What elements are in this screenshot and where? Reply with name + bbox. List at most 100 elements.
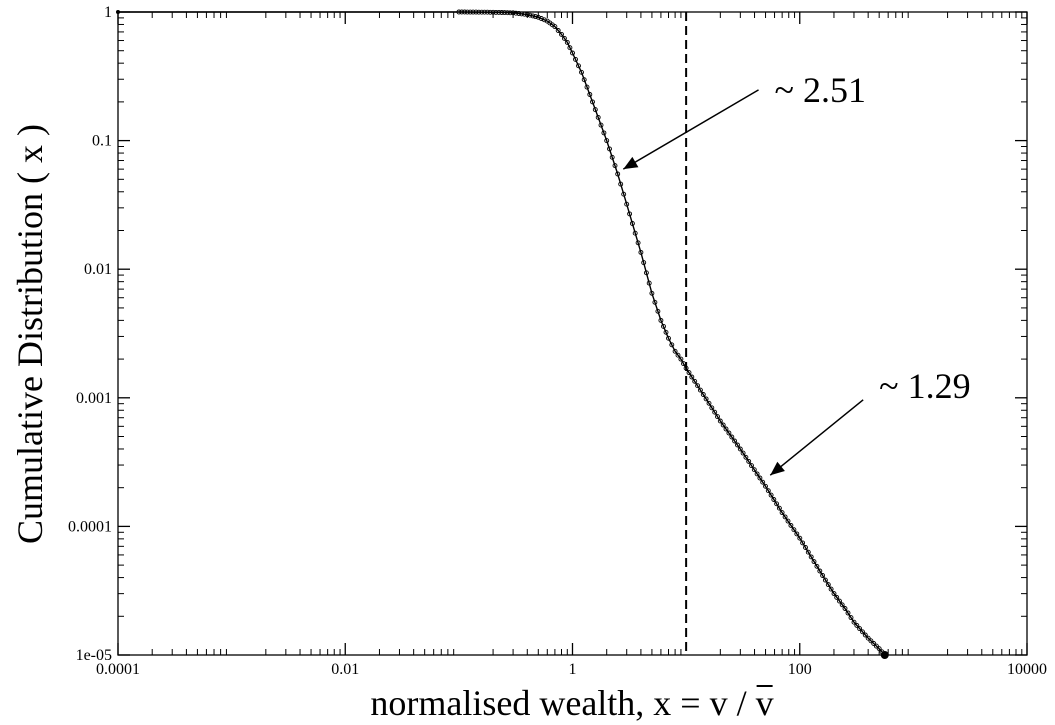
data-point xyxy=(601,130,607,136)
data-point xyxy=(524,12,530,18)
data-point xyxy=(695,383,701,389)
data-point xyxy=(791,527,797,533)
data-point xyxy=(837,598,842,604)
data-point xyxy=(567,45,573,51)
data-point xyxy=(774,501,780,507)
annotation-arrowhead xyxy=(770,461,785,476)
data-point xyxy=(814,563,820,569)
data-point xyxy=(482,9,487,15)
data-point xyxy=(564,39,570,45)
data-point xyxy=(584,84,590,90)
data-point xyxy=(740,450,746,456)
data-point xyxy=(746,458,752,464)
data-point xyxy=(768,492,774,498)
data-point xyxy=(735,442,740,448)
data-point xyxy=(828,586,834,592)
data-point xyxy=(604,138,610,144)
data-point xyxy=(484,9,490,15)
plot-frame xyxy=(117,11,1028,656)
y-tick-label: 0.001 xyxy=(76,390,112,407)
data-point xyxy=(535,14,541,20)
data-point xyxy=(732,438,738,444)
data-point xyxy=(592,107,598,113)
data-point xyxy=(689,374,695,380)
data-point xyxy=(800,540,806,546)
y-axis-title: Cumulative Distribution ( x ) xyxy=(10,124,50,544)
data-point xyxy=(555,28,561,33)
annotation-arrowhead xyxy=(623,156,639,170)
data-point xyxy=(794,531,800,537)
data-point xyxy=(661,323,666,329)
data-point xyxy=(737,446,743,452)
data-point xyxy=(479,9,485,15)
data-point xyxy=(521,11,527,17)
data-point xyxy=(666,335,671,341)
data-point xyxy=(715,414,720,420)
data-point xyxy=(499,10,505,15)
data-point xyxy=(851,619,857,625)
data-point xyxy=(493,9,499,15)
data-point xyxy=(456,9,462,15)
data-point xyxy=(723,426,729,432)
data-point xyxy=(502,10,507,16)
data-point xyxy=(683,365,689,371)
data-point xyxy=(552,24,558,30)
data-point xyxy=(598,122,604,128)
data-point xyxy=(675,352,681,358)
data-point xyxy=(559,31,564,37)
data-point xyxy=(839,602,845,608)
data-point xyxy=(788,522,794,528)
data-point xyxy=(845,610,851,616)
data-point xyxy=(641,260,647,266)
data-point xyxy=(865,635,871,641)
data-point xyxy=(621,191,627,197)
data-point xyxy=(652,299,658,305)
data-point xyxy=(581,77,587,83)
data-point xyxy=(760,479,766,485)
data-point xyxy=(635,240,641,246)
data-point xyxy=(831,591,837,597)
y-tick-label: 0.0001 xyxy=(68,518,112,535)
data-point xyxy=(678,356,684,362)
data-point xyxy=(757,475,763,481)
data-point xyxy=(873,643,879,649)
data-point xyxy=(720,422,726,428)
data-point xyxy=(749,463,754,469)
data-point xyxy=(842,606,848,611)
data-point xyxy=(579,69,584,75)
data-point xyxy=(771,497,777,502)
data-point xyxy=(811,559,817,565)
data-point xyxy=(860,629,865,635)
data-point xyxy=(672,348,678,354)
data-point xyxy=(638,249,644,255)
data-point xyxy=(624,201,630,207)
data-point xyxy=(470,9,476,15)
data-point xyxy=(513,10,519,16)
annotation-arrow xyxy=(769,399,864,476)
data-point xyxy=(726,430,732,436)
data-point xyxy=(712,409,718,415)
x-tick-label: 0.01 xyxy=(331,661,359,678)
data-point xyxy=(880,651,889,659)
data-point xyxy=(519,11,525,17)
data-point xyxy=(655,308,661,314)
data-point xyxy=(646,280,652,286)
x-axis-title: normalised wealth, x = v / v xyxy=(370,683,773,723)
y-tick-label: 1e-05 xyxy=(76,647,112,664)
data-point xyxy=(743,454,749,460)
data-point xyxy=(820,573,826,578)
data-point xyxy=(703,396,709,402)
data-point xyxy=(848,615,854,621)
data-point xyxy=(776,505,782,511)
y-tick-label: 0.1 xyxy=(92,133,112,150)
data-point xyxy=(609,154,615,160)
data-point xyxy=(530,13,536,19)
data-point xyxy=(116,10,120,14)
data-point xyxy=(709,405,715,411)
x-tick-label: 0.0001 xyxy=(96,661,140,678)
data-point xyxy=(854,622,860,628)
data-point xyxy=(533,14,538,20)
data-point xyxy=(857,626,863,632)
data-point xyxy=(473,9,479,15)
